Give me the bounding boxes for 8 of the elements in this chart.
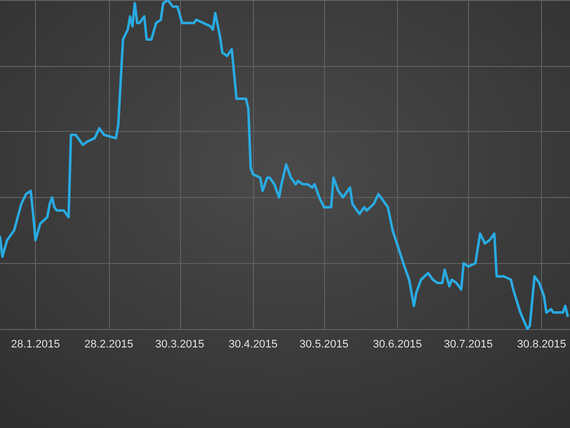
x-tick-label: 30.5.2015 bbox=[300, 338, 348, 350]
x-tick-label: 28.1.2015 bbox=[11, 338, 60, 350]
x-tick-label: 28.2.2015 bbox=[84, 338, 134, 350]
x-tick-label: 30.4.2015 bbox=[228, 338, 278, 350]
x-tick-label: 30.3.2015 bbox=[155, 338, 204, 350]
x-tick-label: 30.7.2015 bbox=[444, 338, 493, 350]
x-tick-label: 30.8.2015 bbox=[517, 338, 566, 350]
x-tick-label: 30.6.2015 bbox=[372, 338, 422, 350]
